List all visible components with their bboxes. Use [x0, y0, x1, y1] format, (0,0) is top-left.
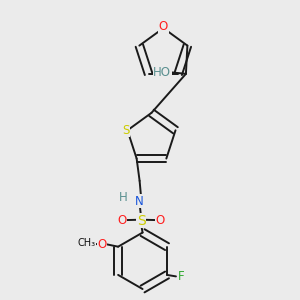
Text: S: S — [137, 214, 146, 228]
Text: S: S — [122, 124, 130, 137]
Text: F: F — [178, 270, 184, 283]
Text: O: O — [97, 238, 106, 251]
Text: O: O — [159, 20, 168, 33]
Text: CH₃: CH₃ — [78, 238, 96, 248]
Text: H: H — [119, 191, 128, 204]
Text: O: O — [117, 214, 126, 226]
Text: HO: HO — [153, 66, 171, 79]
Text: O: O — [156, 214, 165, 226]
Text: N: N — [135, 195, 144, 208]
